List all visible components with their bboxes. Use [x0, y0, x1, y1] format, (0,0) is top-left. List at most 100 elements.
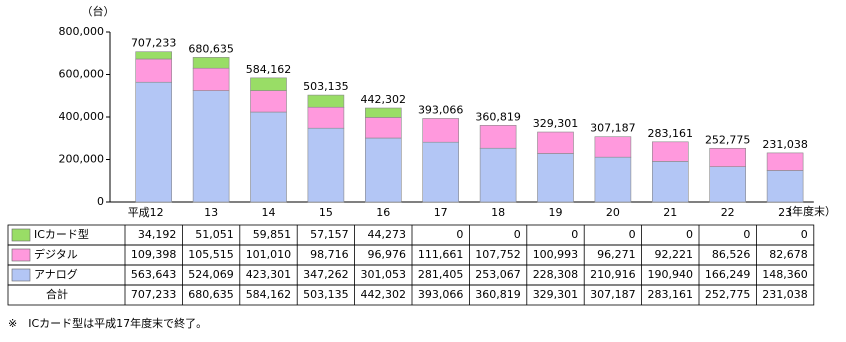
bar-segment [250, 77, 287, 91]
row-label: デジタル [34, 247, 78, 261]
total-label: 231,038 [762, 138, 808, 151]
table-cell: 100,993 [533, 248, 579, 261]
x-tick-label: 21 [663, 206, 677, 219]
bar-segment [364, 107, 402, 118]
bar-segment [651, 141, 689, 162]
bar-segment [479, 147, 517, 203]
bar-segment [307, 127, 345, 203]
table-cell: 503,135 [303, 288, 349, 301]
bar-segment [192, 57, 230, 69]
total-label: 360,819 [475, 110, 521, 123]
table-cell: 0 [629, 228, 636, 241]
bar-segment [422, 118, 460, 143]
table-cell: 0 [686, 228, 693, 241]
table-cell: 44,273 [368, 228, 407, 241]
total-label: 680,635 [188, 42, 234, 55]
row-label: 合計 [46, 287, 68, 301]
table-cell: 101,010 [246, 248, 292, 261]
total-label: 707,233 [131, 37, 177, 50]
y-tick-label: 600,000 [59, 68, 105, 81]
x-tick-label: 22 [721, 206, 735, 219]
y-unit: （台） [82, 4, 115, 18]
x-tick-label: 16 [376, 206, 390, 219]
table-cell: 0 [801, 228, 808, 241]
table-cell: 111,661 [418, 248, 464, 261]
table-row [7, 284, 815, 306]
bar-segment [537, 131, 574, 154]
bar-segment [651, 161, 689, 203]
table-cell: 228,308 [533, 268, 579, 281]
table-cell: 82,678 [769, 248, 808, 261]
bar-segment [135, 51, 172, 60]
bar-segment [307, 106, 345, 129]
total-label: 283,161 [648, 127, 694, 140]
bar-segment [594, 136, 632, 158]
total-label: 252,775 [705, 133, 751, 146]
bar-segment [364, 117, 402, 139]
table-cell: 360,819 [475, 288, 521, 301]
table-cell: 0 [571, 228, 578, 241]
x-tick-label: 13 [204, 206, 218, 219]
x-tick-label: 20 [606, 206, 620, 219]
table-cell: 707,233 [131, 288, 177, 301]
bar-segment [135, 58, 172, 83]
table-cell: 680,635 [188, 288, 234, 301]
table-cell: 584,162 [246, 288, 292, 301]
bar-segment [537, 153, 574, 203]
x-tick-label: 平成12 [128, 206, 164, 219]
table-cell: 524,069 [188, 268, 234, 281]
table-cell: 307,187 [590, 288, 636, 301]
bar-segment [192, 90, 230, 203]
table-cell: 166,249 [705, 268, 751, 281]
table-cell: 393,066 [418, 288, 464, 301]
x-tick-label: 23 [778, 206, 792, 219]
total-label: 307,187 [590, 122, 636, 135]
table-cell: 96,271 [597, 248, 636, 261]
total-label: 329,301 [533, 117, 579, 130]
table-cell: 98,716 [310, 248, 349, 261]
table-cell: 92,221 [655, 248, 694, 261]
table-cell: 231,038 [762, 288, 808, 301]
table-cell: 0 [456, 228, 463, 241]
bar-segment [192, 67, 230, 91]
total-label: 393,066 [418, 103, 464, 116]
bar-segment [709, 147, 747, 167]
footnote: ※ ICカード型は平成17年度末で終了。 [8, 316, 207, 330]
bar-segment [135, 81, 172, 203]
y-tick-label: 0 [97, 195, 104, 208]
bar-segment [479, 125, 517, 149]
total-label: 584,162 [246, 63, 292, 76]
table-cell: 0 [743, 228, 750, 241]
bar-segment [250, 90, 287, 113]
table-cell: 347,262 [303, 268, 349, 281]
row-label: ICカード型 [34, 227, 89, 241]
table-cell: 109,398 [131, 248, 177, 261]
bar-segment [422, 141, 460, 203]
total-label: 442,302 [361, 93, 407, 106]
table-cell: 190,940 [648, 268, 694, 281]
table-cell: 281,405 [418, 268, 464, 281]
row-label: アナログ [34, 267, 78, 281]
bar-segment [766, 170, 804, 203]
bar-segment [250, 111, 287, 203]
total-label: 503,135 [303, 80, 349, 93]
legend-swatch [11, 228, 31, 242]
bar-segment [766, 152, 804, 171]
table-cell: 148,360 [762, 268, 808, 281]
x-tick-label: 19 [549, 206, 563, 219]
table-cell: 34,192 [138, 228, 177, 241]
table-cell: 253,067 [475, 268, 521, 281]
x-tick-label: 18 [491, 206, 505, 219]
legend-swatch [11, 248, 31, 262]
y-tick-label: 800,000 [59, 25, 105, 38]
bar-segment [709, 166, 747, 203]
table-cell: 252,775 [705, 288, 751, 301]
y-tick-label: 400,000 [59, 110, 105, 123]
table-cell: 442,302 [361, 288, 407, 301]
legend-swatch [11, 268, 31, 282]
table-cell: 0 [514, 228, 521, 241]
bar-segment [594, 156, 632, 203]
y-tick-label: 200,000 [59, 153, 105, 166]
bar-segment [364, 137, 402, 203]
